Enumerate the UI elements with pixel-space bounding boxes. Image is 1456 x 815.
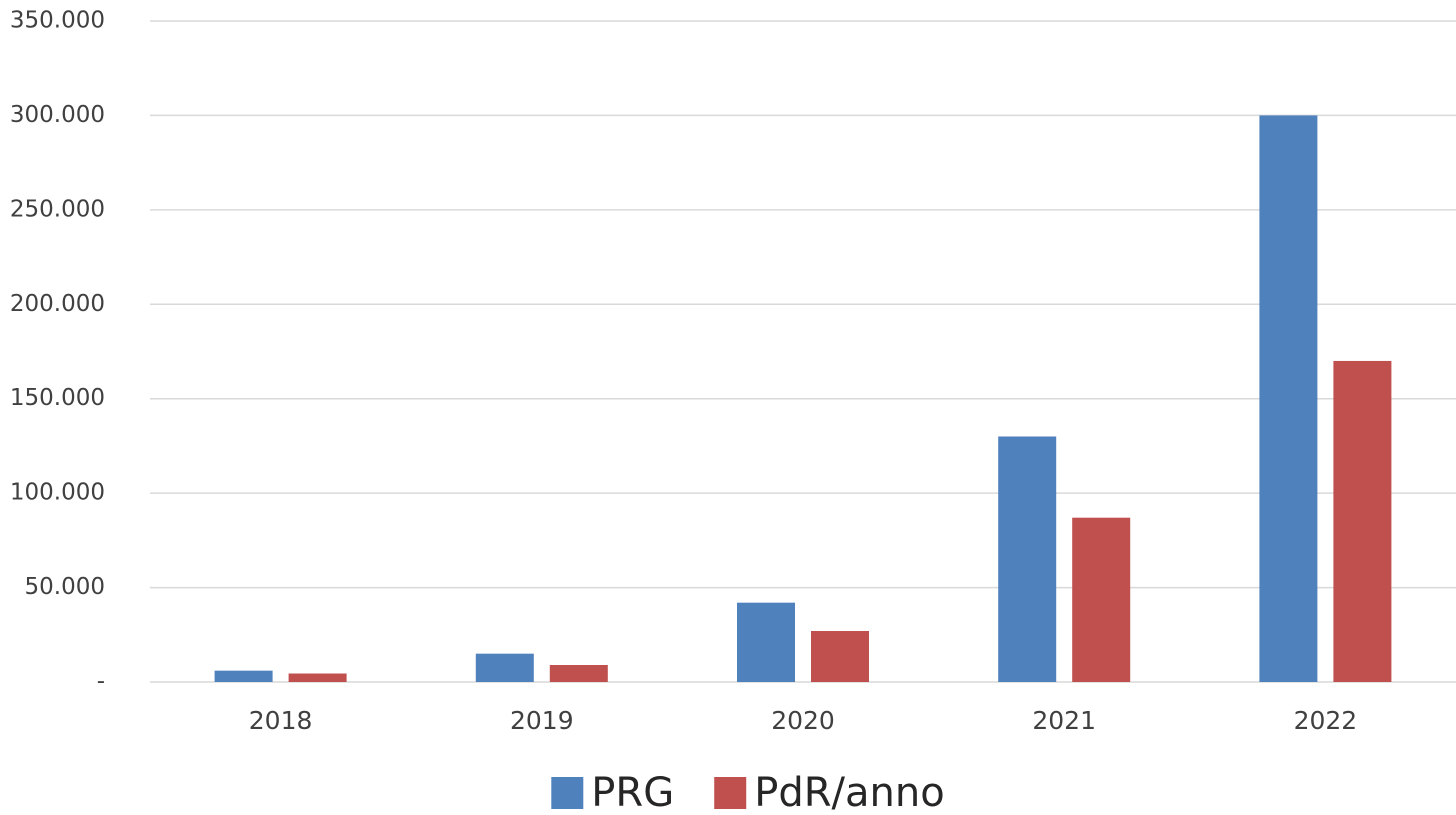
bar [288,673,347,682]
y-tick-label: 250.000 [10,196,105,222]
x-tick-label: 2021 [1032,706,1096,735]
x-tick-label: 2022 [1294,706,1358,735]
bar [475,653,534,682]
bar [737,602,795,682]
y-tick-label: 300.000 [10,102,105,128]
y-tick-label: - [97,669,105,695]
legend-swatch [714,777,747,809]
y-tick-label: 150.000 [10,385,105,411]
bar [214,670,273,682]
legend-swatch [551,777,584,809]
y-tick-label: 50.000 [25,574,105,600]
bar [811,631,869,682]
bar [998,436,1057,682]
legend-label: PdR/anno [754,770,944,815]
legend-label: PRG [591,770,674,815]
bar [549,665,608,682]
x-tick-label: 2018 [249,706,313,735]
y-tick-label: 100.000 [10,480,105,506]
x-tick-label: 2020 [771,706,835,735]
y-tick-label: 350.000 [10,8,105,34]
bar [1072,517,1131,682]
bar [1259,115,1318,682]
bar [1333,360,1392,682]
x-tick-label: 2019 [510,706,574,735]
y-tick-label: 200.000 [10,291,105,317]
